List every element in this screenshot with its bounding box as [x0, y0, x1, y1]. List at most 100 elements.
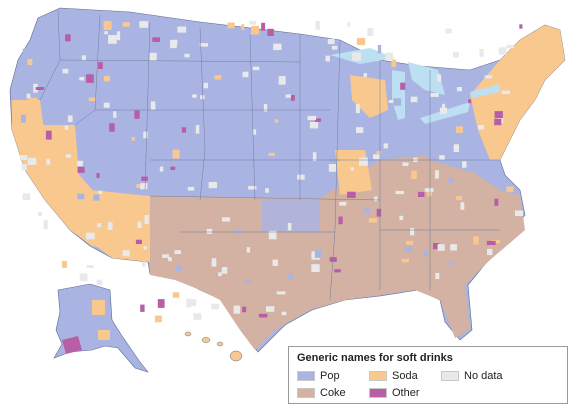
county-patch: [400, 82, 406, 90]
county-patch: [484, 75, 493, 79]
county-patch: [494, 118, 502, 126]
county-patch: [79, 77, 85, 81]
county-patch: [88, 97, 96, 102]
county-patch: [359, 157, 368, 166]
county-patch: [212, 46, 216, 52]
county-patch: [252, 66, 260, 71]
legend-swatch-coke: [297, 387, 315, 398]
county-patch: [506, 186, 514, 192]
county-patch: [148, 169, 155, 176]
county-patch: [125, 60, 133, 67]
county-patch: [356, 38, 366, 46]
county-patch: [281, 311, 287, 316]
county-patch: [424, 188, 434, 192]
county-patch: [272, 259, 278, 266]
county-patch: [108, 35, 117, 44]
legend: Generic names for soft drinks Pop Soda N…: [288, 346, 568, 404]
county-patch: [64, 125, 69, 130]
county-patch: [104, 31, 108, 35]
county-patch: [350, 167, 355, 171]
county-patch: [174, 250, 181, 254]
county-patch: [246, 247, 251, 253]
county-patch: [142, 261, 146, 267]
county-patch: [199, 43, 208, 47]
county-patch: [208, 182, 217, 189]
county-patch: [312, 152, 317, 162]
county-patch: [98, 190, 103, 194]
county-patch: [456, 126, 463, 133]
county-patch: [373, 154, 381, 160]
county-patch: [152, 37, 160, 42]
county-patch: [242, 71, 249, 78]
county-patch: [315, 21, 320, 30]
county-patch: [287, 223, 292, 231]
county-patch: [221, 170, 229, 175]
county-patch: [22, 48, 30, 58]
county-patch: [108, 162, 116, 168]
legend-label-soda: Soda: [392, 369, 418, 382]
county-patch: [113, 111, 117, 118]
county-patch: [435, 273, 440, 279]
county-patch: [411, 170, 417, 179]
county-patch: [20, 114, 26, 123]
northeast-soda: [470, 25, 565, 160]
county-patch: [447, 178, 454, 183]
county-patch: [86, 265, 94, 268]
county-patch: [214, 94, 219, 104]
county-patch: [200, 95, 205, 100]
county-patch: [140, 304, 145, 312]
county-patch: [445, 28, 452, 34]
county-patch: [195, 125, 200, 134]
county-patch: [98, 62, 103, 69]
county-patch: [157, 299, 165, 308]
county-patch: [93, 194, 100, 201]
county-patch: [437, 74, 442, 83]
county-patch: [38, 211, 42, 216]
county-patch: [479, 49, 484, 57]
county-patch: [391, 59, 397, 68]
legend-row-1: Pop Soda No data: [297, 369, 559, 382]
county-patch: [181, 127, 187, 133]
county-patch: [77, 193, 85, 200]
county-patch: [20, 155, 28, 161]
county-patch: [383, 143, 388, 149]
county-patch: [265, 188, 269, 193]
county-patch: [21, 163, 27, 171]
county-patch: [159, 166, 164, 172]
county-patch: [519, 24, 523, 29]
county-patch: [211, 303, 219, 310]
county-patch: [433, 243, 440, 250]
county-patch: [347, 191, 356, 198]
county-patch: [288, 273, 293, 280]
county-patch: [332, 45, 338, 50]
county-patch: [278, 76, 286, 85]
county-patch: [131, 137, 135, 141]
county-patch: [437, 244, 445, 251]
county-patch: [188, 299, 197, 306]
county-patch: [79, 273, 88, 282]
county-patch: [347, 22, 351, 27]
county-patch: [418, 191, 425, 197]
county-patch: [439, 107, 448, 114]
county-patch: [258, 313, 268, 318]
county-patch: [367, 28, 374, 36]
county-patch: [65, 34, 71, 42]
county-patch: [363, 208, 371, 214]
county-patch: [285, 94, 292, 98]
county-patch: [330, 56, 335, 62]
county-patch: [139, 21, 149, 28]
county-patch: [203, 82, 208, 89]
south-coke: [150, 155, 525, 350]
county-patch: [77, 166, 85, 173]
county-patch: [329, 257, 337, 262]
county-patch: [435, 170, 439, 179]
county-patch: [494, 198, 499, 206]
county-patch: [233, 305, 241, 314]
county-patch: [103, 75, 110, 82]
county-patch: [263, 103, 268, 112]
legend-row-2: Coke Other: [297, 386, 559, 399]
county-patch: [290, 94, 295, 101]
county-patch: [453, 144, 459, 152]
county-patch: [506, 44, 515, 49]
county-patch: [86, 74, 94, 83]
